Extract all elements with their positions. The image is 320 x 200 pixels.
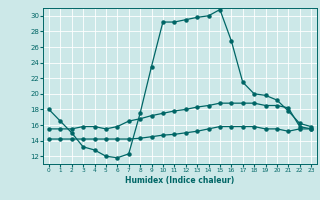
X-axis label: Humidex (Indice chaleur): Humidex (Indice chaleur) bbox=[125, 176, 235, 185]
